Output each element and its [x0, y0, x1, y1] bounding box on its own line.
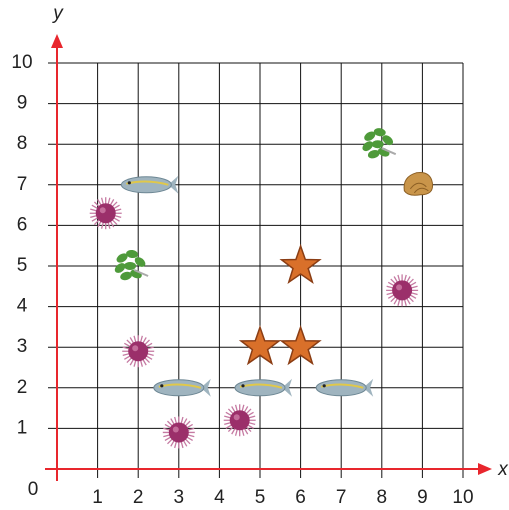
x-tick-label: 8 — [377, 487, 388, 508]
x-tick-label: 10 — [452, 487, 473, 508]
y-tick-label: 1 — [17, 417, 28, 438]
seaweed-point — [361, 127, 396, 159]
fish-body — [316, 380, 366, 396]
fish-point — [121, 176, 178, 194]
fish-body — [121, 177, 171, 193]
urchin-shine — [100, 207, 106, 213]
urchin-body — [169, 422, 189, 442]
x-tick-label: 4 — [214, 487, 225, 508]
x-tick-label: 1 — [92, 487, 103, 508]
y-tick-label: 9 — [17, 93, 28, 114]
x-tick-label: 5 — [255, 487, 266, 508]
urchin-shine — [396, 284, 402, 290]
urchin-point — [122, 335, 154, 367]
seaweed-leaf — [372, 140, 384, 148]
urchin-shine — [173, 426, 179, 432]
urchin-shine — [132, 345, 138, 351]
fish-body — [235, 380, 285, 396]
y-tick-label: 4 — [17, 296, 28, 317]
fish-eye — [241, 384, 244, 387]
y-tick-label: 8 — [17, 133, 28, 154]
fish-point — [154, 379, 211, 397]
y-tick-label: 10 — [11, 52, 32, 73]
x-tick-label: 6 — [295, 487, 306, 508]
y-tick-label: 3 — [17, 336, 28, 357]
urchin-point — [386, 274, 418, 306]
shell-body — [404, 173, 433, 196]
urchin-point — [224, 404, 256, 436]
urchin-shine — [234, 414, 240, 420]
x-tick-label: 2 — [133, 487, 144, 508]
x-axis-label: x — [497, 459, 509, 480]
fish-eye — [323, 384, 326, 387]
x-axis-arrow — [478, 463, 492, 475]
y-axis-arrow — [51, 34, 63, 48]
y-axis-label: y — [51, 3, 64, 24]
fish-point — [316, 379, 373, 397]
origin-label: 0 — [28, 479, 39, 500]
urchin-body — [96, 203, 116, 223]
y-tick-label: 6 — [17, 214, 28, 235]
x-tick-label: 9 — [417, 487, 428, 508]
fish-eye — [160, 384, 163, 387]
x-tick-label: 3 — [174, 487, 185, 508]
fish-body — [154, 380, 204, 396]
urchin-body — [128, 341, 148, 361]
coordinate-grid: x y 0 1 2 3 4 5 6 7 8 9 10 1 2 3 4 5 6 7 8 9 10 — [0, 0, 509, 510]
urchin-body — [230, 410, 250, 430]
y-tick-label: 5 — [17, 255, 28, 276]
seaweed-leaf — [124, 262, 136, 270]
shell-point — [404, 173, 433, 196]
urchin-point — [163, 416, 195, 448]
fish-eye — [128, 181, 131, 184]
y-tick-label: 7 — [17, 174, 28, 195]
x-tick-label: 7 — [336, 487, 347, 508]
urchin-point — [90, 197, 122, 229]
y-tick-label: 2 — [17, 377, 28, 398]
seaweed-point — [113, 249, 148, 281]
fish-point — [235, 379, 292, 397]
urchin-body — [392, 280, 412, 300]
